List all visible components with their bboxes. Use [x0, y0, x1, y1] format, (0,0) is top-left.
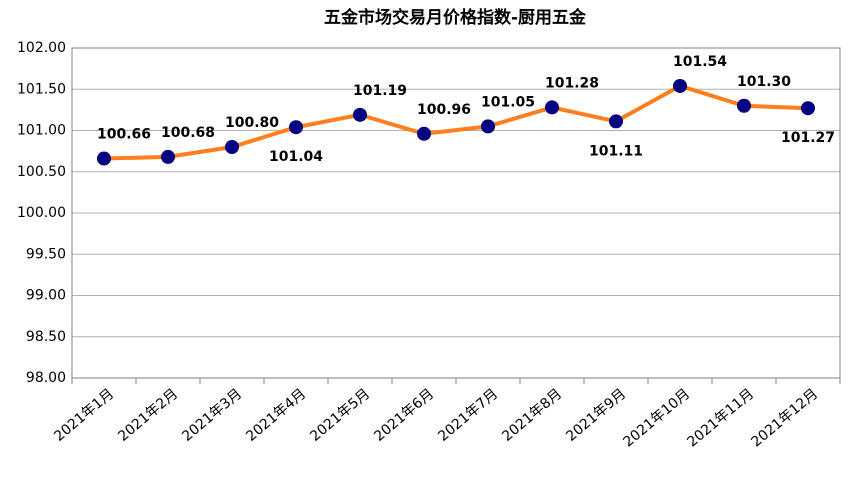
x-tick-label: 2021年4月 [243, 386, 309, 445]
x-tick-label: 2021年2月 [115, 386, 181, 445]
y-tick-label: 101.00 [17, 123, 66, 139]
x-tick-label: 2021年10月 [620, 386, 693, 451]
data-label: 101.30 [737, 74, 791, 90]
marker [353, 107, 367, 122]
marker [737, 98, 751, 113]
data-label: 101.04 [269, 149, 323, 165]
x-tick-label: 2021年5月 [307, 386, 373, 445]
y-tick-label: 100.50 [17, 164, 66, 180]
data-label: 101.05 [481, 94, 535, 110]
data-label: 101.28 [545, 75, 599, 91]
data-label: 100.96 [417, 102, 471, 118]
data-label: 100.80 [225, 115, 279, 131]
data-label: 100.68 [161, 125, 215, 141]
line [103, 83, 809, 161]
marker [801, 101, 815, 116]
data-label: 101.54 [673, 54, 727, 70]
y-tick-label: 99.00 [26, 288, 66, 304]
marker [673, 78, 687, 93]
y-tick-label: 98.50 [26, 329, 66, 345]
y-tick-label: 100.00 [17, 205, 66, 221]
marker [609, 114, 623, 129]
x-tick-label: 2021年7月 [435, 386, 501, 445]
x-tick-label: 2021年1月 [51, 386, 117, 445]
x-tick-label: 2021年6月 [371, 386, 437, 445]
x-tick-label: 2021年9月 [563, 386, 629, 445]
y-tick-label: 98.00 [26, 370, 66, 386]
data-label: 101.19 [353, 83, 407, 99]
marker [481, 119, 495, 134]
marker [417, 126, 431, 141]
x-tick-label: 2021年8月 [499, 386, 565, 445]
data-label: 100.66 [97, 127, 151, 143]
data-label: 101.11 [589, 143, 643, 159]
data-label: 101.27 [781, 130, 835, 146]
chart-title: 五金市场交易月价格指数-厨用五金 [324, 7, 587, 28]
y-tick-label: 99.50 [26, 246, 66, 262]
y-tick-label: 102.00 [17, 40, 66, 56]
x-tick-label: 2021年12月 [748, 386, 821, 451]
y-tick-label: 101.50 [17, 81, 66, 97]
marker [97, 151, 111, 166]
marker [225, 140, 239, 154]
marker [289, 120, 303, 135]
x-tick-label: 2021年3月 [179, 386, 245, 445]
x-tick-label: 2021年11月 [684, 386, 757, 451]
marker [545, 100, 559, 115]
marker [161, 149, 175, 164]
